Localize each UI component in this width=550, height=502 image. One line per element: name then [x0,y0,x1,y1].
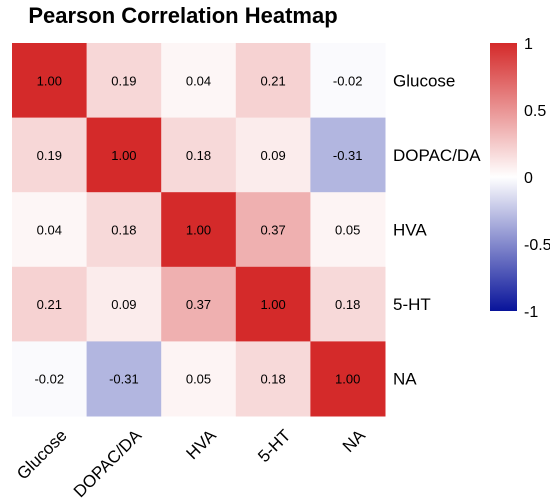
heatmap-cell-na-glucose [12,341,88,417]
heatmap-cell-dopac-da-hva [161,117,237,193]
heatmap-cell-glucose-glucose [12,43,88,119]
row-labels: Glucose DOPAC/DA HVA 5-HT NA [393,71,481,388]
heatmap-cell-5-ht-dopac-da [86,266,162,342]
cell-value-label: 0.37 [186,297,211,312]
heatmap-cell-dopac-da-5-ht [235,117,311,193]
cell-value-label: 1.00 [260,297,285,312]
heatmap-cell-na-na [310,341,386,417]
heatmap-cell-dopac-da-dopac-da [86,117,162,193]
cell-value-label: 0.37 [260,223,285,238]
row-label-na: NA [393,370,417,389]
cell-value-label: 0.19 [37,148,62,163]
heatmap-cell-na-hva [161,341,237,417]
heatmap-cell-glucose-dopac-da [86,43,162,119]
heatmap-cell-na-dopac-da [86,341,162,417]
heatmap-cell-glucose-5-ht [235,43,311,119]
cell-value-label: 0.05 [186,372,211,387]
heatmap-cell-5-ht-glucose [12,266,88,342]
heatmap-cell-hva-na [310,192,386,268]
cell-value-label: 0.18 [260,372,285,387]
cell-value-label: 0.09 [111,297,136,312]
cell-value-label: 0.04 [37,223,62,238]
heatmap-cell-na-5-ht [235,341,311,417]
column-label-glucose: Glucose [13,426,71,484]
colorbar-tick-label: 1 [524,36,533,53]
cell-value-label: -0.02 [333,73,363,88]
chart-title: Pearson Correlation Heatmap [28,3,337,28]
cell-value-label: -0.31 [333,148,363,163]
heatmap-cell-glucose-hva [161,43,237,119]
cell-value-label: 1.00 [186,223,211,238]
cell-value-label: 0.04 [186,73,211,88]
colorbar-tick-label: -0.5 [524,237,550,254]
row-label-dopac-da: DOPAC/DA [393,146,481,165]
column-label-na: NA [339,425,370,456]
colorbar-tick-label: 0 [524,170,533,187]
heatmap-cell-hva-glucose [12,192,88,268]
heatmap-cell-hva-hva [161,192,237,268]
cell-value-label: 0.09 [260,148,285,163]
row-label-hva: HVA [393,221,427,240]
cell-value-label: 0.18 [186,148,211,163]
column-label-dopac-da: DOPAC/DA [70,425,146,501]
cell-value-label: -0.02 [34,372,64,387]
heatmap-cell-5-ht-hva [161,266,237,342]
row-label-glucose: Glucose [393,71,455,90]
column-labels: Glucose DOPAC/DA HVA 5-HT NA [13,425,369,501]
cell-value-label: 1.00 [111,148,136,163]
colorbar-gradient [490,43,517,311]
cell-value-label: 0.18 [335,297,360,312]
cell-value-label: 0.19 [111,73,136,88]
heatmap-cell-hva-dopac-da [86,192,162,268]
colorbar-tick-label: 0.5 [524,103,546,120]
cell-value-label: 1.00 [37,73,62,88]
heatmap-cell-hva-5-ht [235,192,311,268]
cell-value-label: 0.18 [111,223,136,238]
cell-value-label: 1.00 [335,372,360,387]
heatmap-grid: 1.00 0.19 0.04 0.21 -0.02 0.19 1.00 0.18 0.09 -0.… [12,43,386,417]
heatmap-cell-dopac-da-na [310,117,386,193]
heatmap-cell-dopac-da-glucose [12,117,88,193]
cell-value-label: 0.05 [335,223,360,238]
cell-value-label: 0.21 [260,73,285,88]
row-label-5-ht: 5-HT [393,295,431,314]
cell-value-label: 0.21 [37,297,62,312]
column-label-5-ht: 5-HT [254,426,294,466]
cell-value-label: -0.31 [109,372,139,387]
heatmap-cell-5-ht-na [310,266,386,342]
heatmap-cell-glucose-na [310,43,386,119]
heatmap-cell-5-ht-5-ht [235,266,311,342]
colorbar: 1 0.5 0 -0.5 -1 [490,36,550,321]
column-label-hva: HVA [183,425,221,463]
colorbar-tick-label: -1 [524,304,538,321]
